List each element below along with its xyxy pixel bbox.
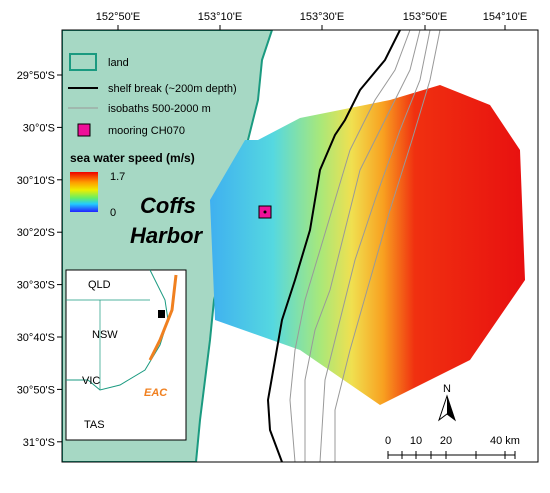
scale-bar: 0 10 20 40 km: [385, 435, 520, 459]
isobaths: [289, 30, 441, 462]
place-label: Coffs: [140, 193, 196, 218]
lat-tick-label: 30°0'S: [23, 122, 55, 134]
lat-tick-label: 30°50'S: [17, 384, 55, 396]
lon-tick-label: 153°30'E: [300, 11, 344, 23]
legend-shelf: shelf break (~200m depth): [108, 83, 237, 95]
lat-tick-label: 30°40'S: [17, 332, 55, 344]
lon-tick-label: 152°50'E: [96, 11, 140, 23]
north-arrow: N: [438, 383, 456, 422]
inset-label: QLD: [88, 279, 111, 291]
lon-tick-label: 154°10'E: [483, 11, 527, 23]
colorbar-max: 1.7: [110, 171, 125, 183]
scale-label: 20: [440, 435, 452, 447]
legend-mooring: mooring CH070: [108, 125, 185, 137]
inset-label: VIC: [82, 375, 100, 387]
lat-tick-label: 30°30'S: [17, 280, 55, 292]
place-label: Harbor: [130, 223, 204, 248]
lat-tick-label: 31°0'S: [23, 437, 55, 449]
scale-label: 0: [385, 435, 391, 447]
lon-tick-label: 153°50'E: [403, 11, 447, 23]
colorbar-title: sea water speed (m/s): [70, 151, 195, 165]
speed-field: [210, 85, 525, 405]
inset-label: NSW: [92, 329, 118, 341]
lat-tick-label: 29°50'S: [17, 70, 55, 82]
north-label: N: [443, 383, 451, 395]
lon-tick-label: 153°10'E: [198, 11, 242, 23]
lat-tick-label: 30°20'S: [17, 227, 55, 239]
legend-isobaths: isobaths 500-2000 m: [108, 103, 211, 115]
legend-land: land: [108, 57, 129, 69]
legend: land shelf break (~200m depth) isobaths …: [68, 53, 237, 219]
colorbar-min: 0: [110, 207, 116, 219]
lat-tick-label: 30°10'S: [17, 175, 55, 187]
ticks: 152°50'E 153°10'E 153°30'E 153°50'E 154°10'E…: [17, 11, 528, 449]
inset-label: TAS: [84, 419, 105, 431]
current-label: EAC: [144, 387, 168, 399]
shelf-break: [266, 30, 401, 462]
map-frame: [61, 29, 539, 463]
inset: QLD NSW VIC TAS EAC: [65, 269, 187, 441]
scale-label: 10: [410, 435, 422, 447]
scale-label: 40 km: [490, 435, 520, 447]
